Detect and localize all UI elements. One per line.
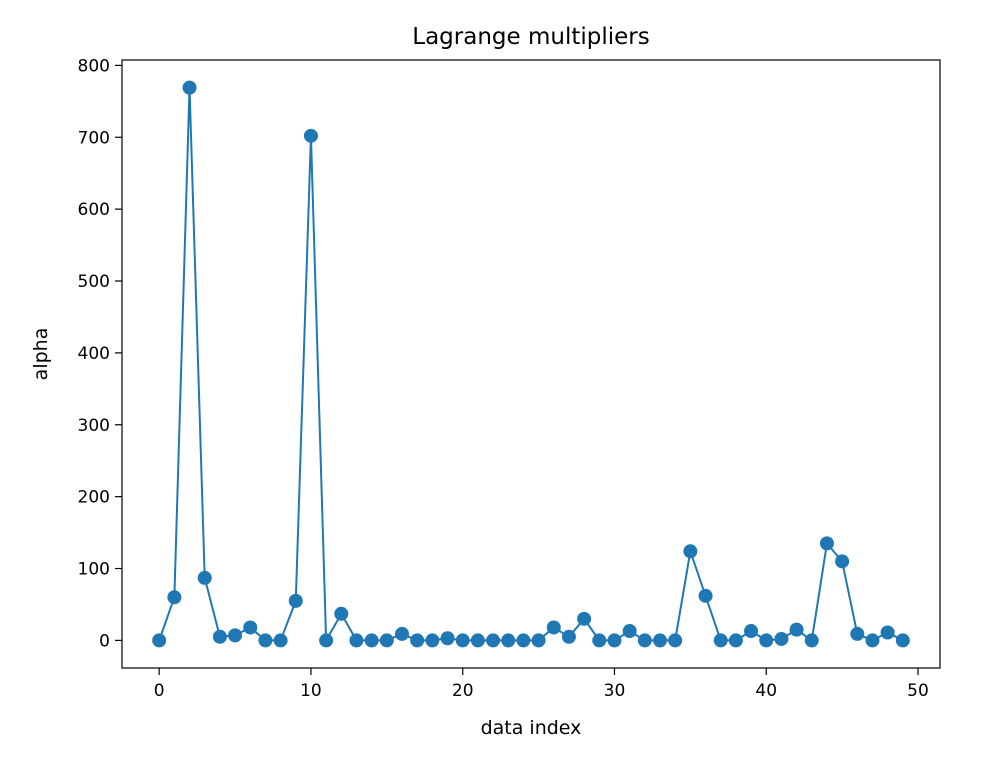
data-series — [152, 80, 910, 648]
data-point — [683, 544, 698, 559]
data-point — [850, 626, 865, 641]
x-tick-label: 30 — [604, 681, 626, 701]
data-point — [546, 620, 561, 635]
data-point — [364, 633, 379, 648]
data-point — [622, 624, 637, 639]
data-point — [349, 633, 364, 648]
data-point — [668, 633, 683, 648]
y-tick-label: 700 — [78, 128, 110, 148]
data-point — [592, 633, 607, 648]
data-point — [865, 633, 880, 648]
data-point — [486, 633, 501, 648]
data-point — [228, 628, 243, 643]
data-point — [577, 611, 592, 626]
data-point — [303, 128, 318, 143]
data-point — [698, 588, 713, 603]
data-point — [713, 633, 728, 648]
data-point — [880, 625, 895, 640]
data-point — [561, 629, 576, 644]
data-point — [440, 631, 455, 646]
data-point — [395, 626, 409, 641]
y-tick-label: 600 — [78, 200, 110, 220]
data-point — [819, 536, 834, 551]
data-point — [728, 633, 743, 648]
data-point — [607, 633, 622, 648]
y-tick-label: 200 — [78, 488, 110, 508]
data-point — [288, 593, 303, 608]
data-point — [410, 633, 425, 648]
x-tick-label: 0 — [154, 681, 165, 701]
x-tick-label: 50 — [907, 681, 929, 701]
x-tick-label: 40 — [755, 681, 777, 701]
x-tick-label: 10 — [300, 681, 322, 701]
data-point — [804, 633, 819, 648]
x-tick-label: 20 — [452, 681, 474, 701]
data-point — [455, 633, 470, 648]
y-axis-ticks: 0 100 200 300 400 500 600 700 800 — [78, 56, 122, 651]
data-point — [744, 624, 759, 639]
data-point — [273, 633, 288, 648]
data-point — [167, 590, 182, 605]
y-tick-label: 100 — [78, 560, 110, 580]
data-point — [835, 554, 850, 569]
data-point — [258, 633, 273, 648]
y-tick-label: 300 — [78, 416, 110, 436]
data-point — [637, 633, 652, 648]
data-point — [212, 629, 227, 644]
data-point — [319, 633, 334, 648]
data-point — [759, 633, 774, 648]
plot-area-frame — [121, 59, 941, 669]
data-point — [334, 606, 349, 621]
data-point — [197, 570, 212, 585]
y-tick-label: 500 — [78, 272, 110, 292]
data-point — [516, 633, 531, 648]
data-point — [653, 633, 667, 648]
data-point — [531, 633, 546, 648]
data-point — [501, 633, 516, 648]
y-tick-label: 400 — [78, 344, 110, 364]
x-axis-ticks: 0 10 20 30 40 50 — [154, 668, 929, 701]
data-point — [789, 622, 804, 637]
data-point — [774, 631, 789, 646]
data-point — [182, 80, 197, 95]
data-point — [379, 633, 394, 648]
y-axis-label: alpha — [30, 328, 52, 381]
data-point — [152, 633, 167, 648]
data-point — [470, 633, 485, 648]
chart-title: Lagrange multipliers — [412, 24, 649, 50]
x-axis-label: data index — [481, 717, 582, 739]
data-point — [243, 620, 258, 635]
data-point — [895, 633, 910, 648]
y-tick-label: 0 — [99, 631, 110, 651]
y-tick-label: 800 — [78, 56, 110, 76]
data-point — [425, 633, 440, 648]
